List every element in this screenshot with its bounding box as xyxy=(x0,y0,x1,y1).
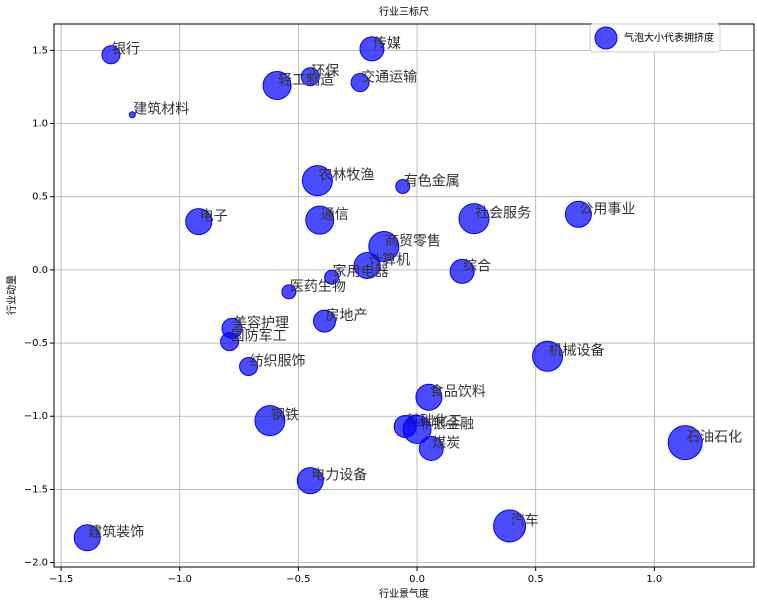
bubble xyxy=(415,383,443,411)
x-tick-label: −1.5 xyxy=(49,574,73,585)
x-axis-label: 行业景气度 xyxy=(379,587,429,600)
point-label: 银行 xyxy=(112,42,140,58)
bubble xyxy=(350,73,370,93)
bubble xyxy=(368,230,400,262)
bubble xyxy=(296,467,324,495)
point-label: 传媒 xyxy=(373,36,401,52)
bubble xyxy=(305,205,335,235)
bubble xyxy=(324,269,340,285)
bubble xyxy=(493,509,527,543)
point-label: 医药生物 xyxy=(290,279,346,295)
point-label: 家用电器 xyxy=(333,263,389,280)
point-label: 电力设备 xyxy=(311,467,367,484)
bubble xyxy=(101,45,121,65)
bubble xyxy=(353,251,381,279)
bubble xyxy=(281,284,297,300)
bubble xyxy=(564,200,592,228)
point-label: 综合 xyxy=(463,258,491,274)
bubble xyxy=(301,165,333,197)
bubble xyxy=(128,111,136,119)
bubble xyxy=(458,203,490,235)
plot-frame xyxy=(53,23,755,568)
y-axis-label: 行业动量 xyxy=(5,275,18,315)
bubble xyxy=(418,435,444,461)
x-tick-label: 0.5 xyxy=(528,574,544,585)
point-label: 计算机 xyxy=(368,252,410,268)
bubble xyxy=(449,258,475,284)
bubble xyxy=(254,405,286,437)
bubble xyxy=(402,414,432,444)
point-label: 社会服务 xyxy=(475,206,531,222)
point-label: 石油石化 xyxy=(686,430,742,446)
bubble xyxy=(185,208,213,236)
point-label: 国防军工 xyxy=(231,329,287,345)
bubble xyxy=(262,70,292,100)
point-label: 有色金属 xyxy=(404,172,460,189)
bubble xyxy=(300,67,320,87)
y-tick-label: 0.0 xyxy=(32,265,48,276)
y-tick-label: 1.5 xyxy=(32,45,48,56)
legend-label: 气泡大小代表拥挤度 xyxy=(624,31,714,44)
chart-title: 行业三标尺 xyxy=(379,5,429,18)
point-label: 食品饮料 xyxy=(430,383,486,400)
point-label: 纺织服饰 xyxy=(250,353,306,369)
x-tick-label: 1.0 xyxy=(646,574,662,585)
point-label: 房地产 xyxy=(326,308,368,324)
point-label: 美容护理 xyxy=(233,314,289,331)
point-label: 公用事业 xyxy=(579,201,635,217)
point-label: 农林牧渔 xyxy=(318,168,374,184)
point-label: 通信 xyxy=(321,207,349,223)
point-label: 非银金融 xyxy=(418,416,474,432)
bubble xyxy=(73,524,101,552)
y-tick-label: −0.5 xyxy=(24,338,48,349)
y-tick-label: −2.0 xyxy=(24,558,48,569)
point-label: 机械设备 xyxy=(549,342,605,359)
bubble xyxy=(313,309,337,333)
point-label: 商贸零售 xyxy=(385,233,441,249)
x-tick-label: 0.0 xyxy=(409,574,425,585)
bubble xyxy=(359,36,385,62)
point-label: 电子 xyxy=(200,209,228,225)
point-label: 煤炭 xyxy=(432,435,460,451)
y-tick-label: −1.0 xyxy=(24,411,48,422)
point-label: 汽车 xyxy=(511,512,539,529)
bubble xyxy=(239,356,259,376)
bubble xyxy=(532,340,564,372)
point-label: 环保 xyxy=(311,64,339,80)
point-label: 交通运输 xyxy=(361,69,417,86)
legend-box xyxy=(589,23,721,53)
bubble xyxy=(395,178,411,194)
y-tick-label: −1.5 xyxy=(24,484,48,495)
point-label: 轻工制造 xyxy=(278,72,334,88)
legend-marker xyxy=(594,26,618,50)
x-tick-label: −1.0 xyxy=(168,574,192,585)
point-label: 建筑装饰 xyxy=(88,525,144,541)
bubble xyxy=(220,332,240,352)
y-tick-label: 1.0 xyxy=(32,119,48,130)
bubble xyxy=(667,425,703,461)
x-tick-label: −0.5 xyxy=(286,574,310,585)
y-tick-label: 0.5 xyxy=(32,192,48,203)
point-label: 建筑材料 xyxy=(133,102,189,118)
point-label: 钢铁 xyxy=(271,408,299,424)
